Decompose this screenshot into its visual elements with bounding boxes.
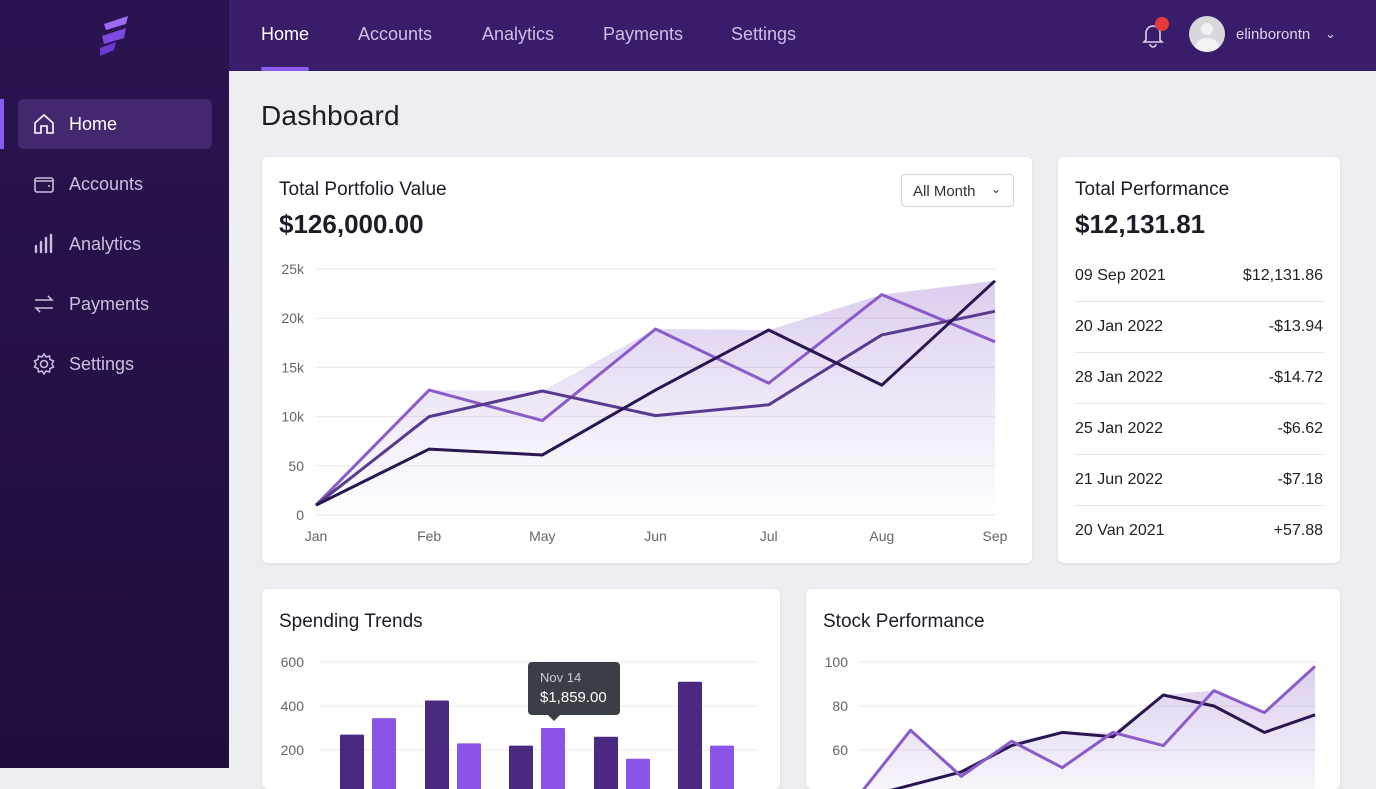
portfolio-card: Total Portfolio Value $126,000.00 All Mo… [262, 157, 1032, 563]
sidebar-item-analytics[interactable]: Analytics [18, 219, 212, 269]
y-tick-label: 15k [281, 359, 305, 375]
chart-tooltip: Nov 14 $1,859.00 [528, 662, 620, 715]
sidebar-item-home[interactable]: Home [18, 99, 212, 149]
bar [541, 728, 565, 789]
bar [457, 743, 481, 789]
row-amount: -$13.94 [1269, 318, 1323, 336]
row-amount: -$7.18 [1278, 471, 1323, 489]
row-date: 09 Sep 2021 [1075, 267, 1166, 285]
y-tick-label: 0 [296, 507, 304, 523]
username[interactable]: elinborontn [1236, 26, 1310, 43]
chevron-down-icon[interactable]: ⌄ [1325, 26, 1336, 42]
tab-payments[interactable]: Payments [603, 24, 683, 45]
sidebar-item-label: Accounts [69, 174, 143, 195]
tooltip-value: $1,859.00 [540, 689, 608, 706]
x-tick-label: Sep [983, 528, 1008, 544]
performance-value: $12,131.81 [1075, 209, 1205, 240]
notification-badge [1155, 17, 1169, 31]
sidebar-item-label: Home [69, 114, 117, 135]
bar [340, 735, 364, 789]
y-tick-label: 80 [832, 698, 848, 714]
bar-chart-icon [32, 232, 56, 256]
tab-analytics[interactable]: Analytics [482, 24, 554, 45]
bar [710, 746, 734, 789]
list-item: 09 Sep 2021 $12,131.86 [1075, 251, 1323, 302]
spending-chart: 200 400 600 [262, 589, 780, 789]
sidebar-item-label: Payments [69, 294, 149, 315]
sidebar-item-settings[interactable]: Settings [18, 339, 212, 389]
tab-accounts[interactable]: Accounts [358, 24, 432, 45]
y-tick-label: 100 [825, 654, 849, 670]
bar [678, 682, 702, 789]
x-tick-label: Jul [760, 528, 778, 544]
card-title: Total Performance [1075, 179, 1229, 201]
page-title: Dashboard [261, 100, 400, 132]
x-tick-label: Jun [644, 528, 667, 544]
sidebar: Home Accounts Analytics Payments Settings [0, 0, 229, 768]
bar [594, 737, 618, 789]
home-icon [32, 112, 56, 136]
x-tick-label: Jan [305, 528, 328, 544]
row-amount: $12,131.86 [1243, 267, 1323, 285]
wallet-icon [32, 172, 56, 196]
bar [626, 759, 650, 789]
list-item: 25 Jan 2022 -$6.62 [1075, 404, 1323, 455]
sidebar-item-label: Settings [69, 354, 134, 375]
gear-icon [32, 352, 56, 376]
area-fill [316, 281, 995, 515]
bar [425, 701, 449, 789]
x-tick-label: Aug [869, 528, 894, 544]
area-fill [860, 666, 1315, 789]
list-item: 20 Jan 2022 -$13.94 [1075, 302, 1323, 353]
portfolio-chart: 0 50 10k 15k 20k 25k Jan Feb May Jun Jul Aug Sep [262, 157, 1032, 563]
logo-icon [98, 16, 132, 56]
y-tick-label: 400 [281, 698, 305, 714]
row-date: 28 Jan 2022 [1075, 369, 1163, 387]
transfer-icon [32, 292, 56, 316]
x-tick-label: Feb [417, 528, 441, 544]
sidebar-item-accounts[interactable]: Accounts [18, 159, 212, 209]
list-item: 28 Jan 2022 -$14.72 [1075, 353, 1323, 404]
row-date: 21 Jun 2022 [1075, 471, 1163, 489]
row-date: 25 Jan 2022 [1075, 420, 1163, 438]
y-tick-label: 200 [281, 742, 305, 758]
y-tick-label: 60 [832, 742, 848, 758]
y-tick-label: 600 [281, 654, 305, 670]
row-amount: +57.88 [1274, 522, 1323, 540]
active-indicator [0, 99, 4, 149]
row-date: 20 Van 2021 [1075, 522, 1165, 540]
sidebar-item-payments[interactable]: Payments [18, 279, 212, 329]
list-item: 21 Jun 2022 -$7.18 [1075, 455, 1323, 506]
stock-chart: 60 80 100 [806, 589, 1340, 789]
performance-card: Total Performance $12,131.81 09 Sep 2021… [1058, 157, 1340, 563]
x-tick-label: May [529, 528, 555, 544]
tab-home[interactable]: Home [261, 24, 309, 45]
bar [372, 718, 396, 789]
tab-settings[interactable]: Settings [731, 24, 796, 45]
row-amount: -$14.72 [1269, 369, 1323, 387]
tooltip-date: Nov 14 [540, 670, 608, 685]
y-tick-label: 50 [288, 458, 304, 474]
row-amount: -$6.62 [1278, 420, 1323, 438]
bar [509, 746, 533, 789]
y-tick-label: 20k [281, 310, 305, 326]
list-item: 20 Van 2021 +57.88 [1075, 506, 1323, 557]
active-tab-underline [261, 67, 309, 71]
row-date: 20 Jan 2022 [1075, 318, 1163, 336]
sidebar-item-label: Analytics [69, 234, 141, 255]
top-navbar: Home Accounts Analytics Payments Settings el… [229, 0, 1376, 71]
avatar[interactable] [1189, 16, 1225, 52]
y-tick-label: 25k [281, 261, 305, 277]
y-tick-label: 10k [281, 409, 305, 425]
